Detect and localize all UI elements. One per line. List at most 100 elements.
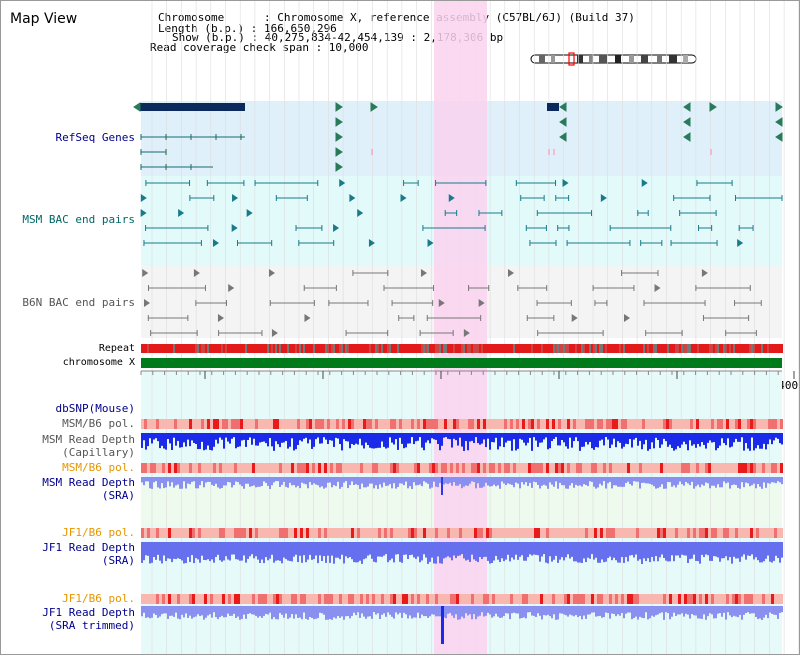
repeat-segment [253,344,255,353]
msm-b6-pol-cell [201,419,204,429]
repeat-segment [657,344,659,353]
msm-b6-pol-cell [192,463,195,473]
repeat-segment [547,344,549,353]
msm-depth-capillary-bar [297,433,299,446]
jf1-depth-trim-bar [543,606,545,616]
msm-b6-pol-cell [294,419,297,429]
msm-b6-pol-cell [420,419,423,429]
jf1-depth-sra-bar [203,542,205,560]
jf1-b6-pol-cell [771,528,774,538]
repeat-segment [707,344,709,353]
track-label-jf1-depth-sra[interactable]: JF1 Read Depth [42,541,135,554]
track-label-refseq[interactable]: RefSeq Genes [55,131,135,144]
msm-depth-sra-bar [663,477,665,489]
jf1-b6-pol-cell [264,528,267,538]
msm-b6-pol-cell [732,463,735,473]
repeat-segment [247,344,249,353]
msm-bac-pair-marker [178,209,185,217]
jf1-b6-pol-cell [684,528,687,538]
msm-b6-pol-cell [753,463,756,473]
repeat-segment [359,344,361,353]
msm-b6-pol-cell [552,463,555,473]
msm-depth-capillary-bar [569,433,571,438]
msm-depth-capillary-bar [667,433,669,447]
msm-depth-sra-bar [201,477,203,482]
msm-b6-pol-cell [306,419,309,429]
msm-depth-sra-bar [573,477,575,488]
repeat-segment [661,344,663,353]
msm-b6-pol-cell [387,463,390,473]
msm-b6-pol-cell [210,419,213,429]
track-label-jf1-b6-pol-2[interactable]: JF1/B6 pol. [62,592,135,605]
track-label-msm-depth-cap[interactable]: MSM Read Depth [42,433,135,446]
msm-b6-pol-cell [558,463,561,473]
b6n-bac-pair-marker [463,329,470,337]
msm-b6-pol-cell [447,419,450,429]
repeat-segment [773,344,775,353]
track-label-dbsnp[interactable]: dbSNP(Mouse) [55,402,135,415]
jf1-depth-sra-bar [327,542,329,556]
jf1-b6-pol-cell [543,528,546,538]
repeat-segment [235,344,237,353]
repeat-segment [239,344,241,353]
msm-depth-sra-bar [389,477,391,485]
jf1-b6-pol-cell [504,528,507,538]
jf1-depth-sra-bar [343,542,345,564]
msm-b6-pol-cell [549,463,552,473]
jf1-depth-trim-bar [297,606,299,618]
b6n-bac-pair-marker [478,299,485,307]
jf1-depth-sra-bar [607,542,609,559]
jf1-depth-sra-bar [421,542,423,561]
track-label-msm-bac[interactable]: MSM BAC end pairs [22,213,135,226]
jf1-b6-pol-cell [684,594,687,604]
jf1-depth-sra-bar [155,542,157,560]
repeat-segment [649,344,651,353]
msm-depth-capillary-bar [223,433,225,449]
msm-depth-capillary-bar [213,433,215,447]
jf1-depth-sra-bar [241,542,243,561]
jf1-depth-sra-bar [207,542,209,560]
msm-depth-capillary-bar [739,433,741,442]
msm-b6-pol-cell [609,419,612,429]
jf1-depth-sra-bar [373,542,375,562]
jf1-depth-trim-bar [203,606,205,620]
jf1-b6-pol-cell [234,594,237,604]
repeat-segment [325,344,327,353]
jf1-depth-trim-bar [649,606,651,619]
track-label-jf1-depth-trim[interactable]: JF1 Read Depth [42,606,135,619]
track-label-msm-b6-pol-2[interactable]: MSM/B6 pol. [62,461,135,474]
jf1-depth-sra-bar [443,542,445,559]
msm-depth-sra-bar [461,477,463,489]
msm-b6-pol-cell [657,419,660,429]
track-label-msm-b6-pol-1[interactable]: MSM/B6 pol. [62,417,135,430]
jf1-depth-sra-bar [679,542,681,558]
msm-b6-pol-cell [177,463,180,473]
track-label-b6n-bac[interactable]: B6N BAC end pairs [22,296,135,309]
msm-b6-pol-cell [639,463,642,473]
track-label-jf1-b6-pol-1[interactable]: JF1/B6 pol. [62,526,135,539]
jf1-depth-trim-bar [449,606,451,613]
track-label-msm-depth-sra[interactable]: MSM Read Depth [42,476,135,489]
jf1-depth-trim-bar [237,606,239,617]
repeat-segment [225,344,227,353]
jf1-depth-trim-bar [231,606,233,616]
jf1-depth-sra-bar [695,542,697,561]
msm-b6-pol-cell [327,419,330,429]
msm-b6-pol-cell [717,463,720,473]
repeat-segment [519,344,521,353]
msm-b6-pol-cell [462,463,465,473]
repeat-segment [383,344,385,353]
msm-depth-capillary-bar [157,433,159,442]
msm-depth-capillary-bar [443,433,445,438]
msm-depth-sra-bar [287,477,289,488]
jf1-b6-pol-cell [360,594,363,604]
repeat-segment [559,344,561,353]
msm-depth-capillary-bar [575,433,577,438]
msm-depth-sra-bar [427,477,429,484]
msm-b6-pol-cell [300,419,303,429]
msm-depth-sra-bar [393,477,395,484]
jf1-depth-sra-bar [749,542,751,556]
repeat-segment [749,344,751,353]
msm-depth-capillary-bar [385,433,387,449]
